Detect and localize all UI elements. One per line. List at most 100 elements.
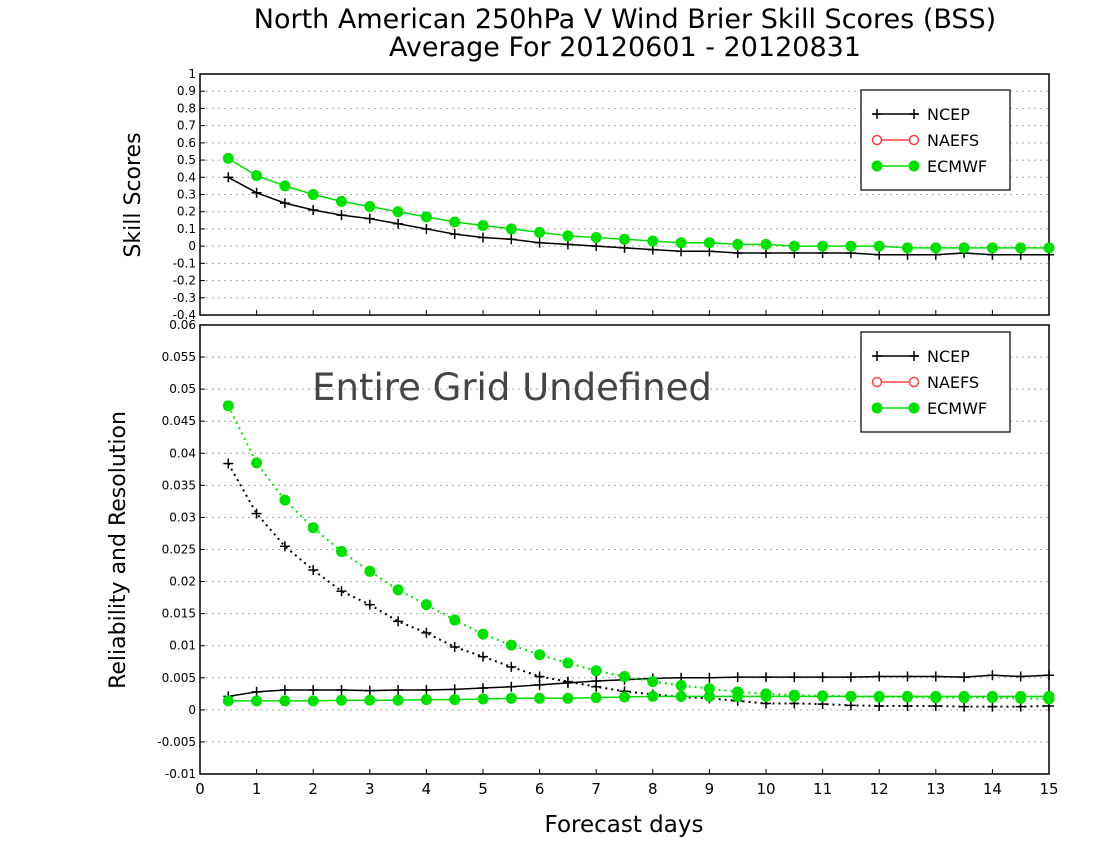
data-point-ecmwf <box>222 695 234 707</box>
y-tick-label: 0.025 <box>162 543 196 557</box>
data-point-ecmwf <box>873 240 885 252</box>
data-point-ncep <box>393 218 404 229</box>
data-point-ncep <box>874 671 885 682</box>
plot-frame <box>199 324 1050 775</box>
data-point-ncep <box>704 672 715 683</box>
x-tick-label: 5 <box>478 780 488 798</box>
x-tick-label: 13 <box>926 780 945 798</box>
data-point-ncep <box>251 508 262 519</box>
y-tick-label: 0.03 <box>169 510 196 524</box>
data-point-ecmwf <box>251 170 263 182</box>
data-point-ecmwf <box>647 235 659 247</box>
data-point-ecmwf <box>534 692 546 704</box>
y-tick-label: 0.04 <box>169 446 196 460</box>
data-point-ecmwf <box>505 223 517 235</box>
data-point-ncep <box>279 198 290 209</box>
y-tick-label: 0 <box>188 703 196 717</box>
undefined-grid-annotation: Entire Grid Undefined <box>312 366 712 409</box>
data-point-ecmwf <box>364 201 376 213</box>
data-point-ncep <box>308 684 319 695</box>
data-point-ncep <box>959 672 970 683</box>
x-tick-label: 11 <box>813 780 832 798</box>
data-point-ecmwf <box>336 195 347 207</box>
legend-marker <box>909 109 919 119</box>
y-tick-label: 0.3 <box>177 188 196 202</box>
data-point-ncep <box>279 684 290 695</box>
data-point-ecmwf <box>279 494 291 506</box>
data-point-ecmwf <box>590 232 602 244</box>
x-tick-label: 10 <box>756 780 775 798</box>
x-tick-label: 0 <box>195 780 205 798</box>
data-point-ecmwf <box>449 694 461 706</box>
data-point-ecmwf <box>675 679 687 691</box>
data-point-ecmwf <box>930 692 942 704</box>
data-point-ecmwf <box>845 240 857 252</box>
data-point-ncep <box>279 541 290 552</box>
data-point-ncep <box>336 586 347 597</box>
x-tick-label: 1 <box>252 780 262 798</box>
data-point-ecmwf <box>307 189 319 200</box>
plot-frame <box>199 73 1050 316</box>
data-point-ecmwf <box>1043 693 1055 705</box>
y-tick-label: -0.01 <box>165 767 196 781</box>
data-point-ncep <box>930 671 941 682</box>
data-point-ncep <box>223 172 234 183</box>
y-tick-label: 0.045 <box>162 414 196 428</box>
legend-marker <box>871 134 883 146</box>
data-point-ecmwf <box>647 676 659 688</box>
data-point-ecmwf <box>675 237 687 249</box>
data-point-ncep <box>562 676 573 687</box>
data-point-ecmwf <box>590 692 602 704</box>
data-point-ecmwf <box>364 694 376 706</box>
data-point-ncep <box>987 670 998 681</box>
y-tick-label: 0.005 <box>162 671 196 685</box>
data-point-ecmwf <box>760 238 772 250</box>
legend-label-ncep: NCEP <box>927 105 970 124</box>
data-point-ncep <box>534 671 545 682</box>
data-point-ecmwf <box>760 688 772 700</box>
y-tick-label: 0.02 <box>169 575 196 589</box>
data-point-ecmwf <box>788 240 800 252</box>
skill-scores-panel: 1 0.9 0.8 0.7 0.6 0.5 0.4 0.3 0.2 0.1 0 -0.1 -0.2 -0.… <box>173 67 1055 322</box>
chart-title: North American 250hPa V Wind Brier Skill… <box>254 4 996 35</box>
legend-marker <box>872 351 882 361</box>
data-point-ecmwf <box>336 545 347 557</box>
data-point-ecmwf <box>251 695 263 707</box>
data-point-ecmwf <box>675 690 687 702</box>
data-point-ncep <box>336 684 347 695</box>
y-tick-label: 0.6 <box>177 136 196 150</box>
data-point-ncep <box>251 686 262 697</box>
series-line-ecmwf-reliability <box>228 695 1049 702</box>
data-point-ecmwf <box>845 690 857 702</box>
data-point-ncep <box>478 683 488 694</box>
data-point-ecmwf <box>817 240 829 252</box>
data-point-ecmwf <box>534 226 546 238</box>
data-point-ecmwf <box>958 242 970 254</box>
x-axis-label: Forecast days <box>545 812 704 838</box>
data-point-ncep <box>364 599 375 610</box>
data-point-ncep <box>789 672 800 683</box>
data-point-ecmwf <box>1015 692 1027 704</box>
data-point-ecmwf <box>392 694 404 706</box>
data-point-ecmwf <box>420 599 432 611</box>
legend-label-ecmwf: ECMWF <box>927 399 987 418</box>
legend-marker <box>872 109 882 119</box>
legend-marker <box>908 134 920 146</box>
data-point-ecmwf <box>619 691 630 703</box>
data-point-ecmwf <box>703 683 715 695</box>
data-point-ncep <box>421 684 432 695</box>
series-line-ncep-reliability <box>228 674 1050 698</box>
data-point-ecmwf <box>307 522 319 534</box>
data-point-ncep <box>308 565 319 576</box>
data-point-ecmwf <box>902 242 913 254</box>
data-point-ecmwf <box>958 692 970 704</box>
data-point-ecmwf <box>449 216 461 228</box>
data-point-ecmwf <box>986 242 998 254</box>
series-line-ecmwf-resolution <box>227 405 1050 700</box>
data-point-ecmwf <box>1015 242 1027 254</box>
data-point-ncep <box>421 223 432 234</box>
data-point-ncep <box>478 651 488 662</box>
data-point-ncep <box>421 627 432 638</box>
data-point-ecmwf <box>732 238 744 250</box>
